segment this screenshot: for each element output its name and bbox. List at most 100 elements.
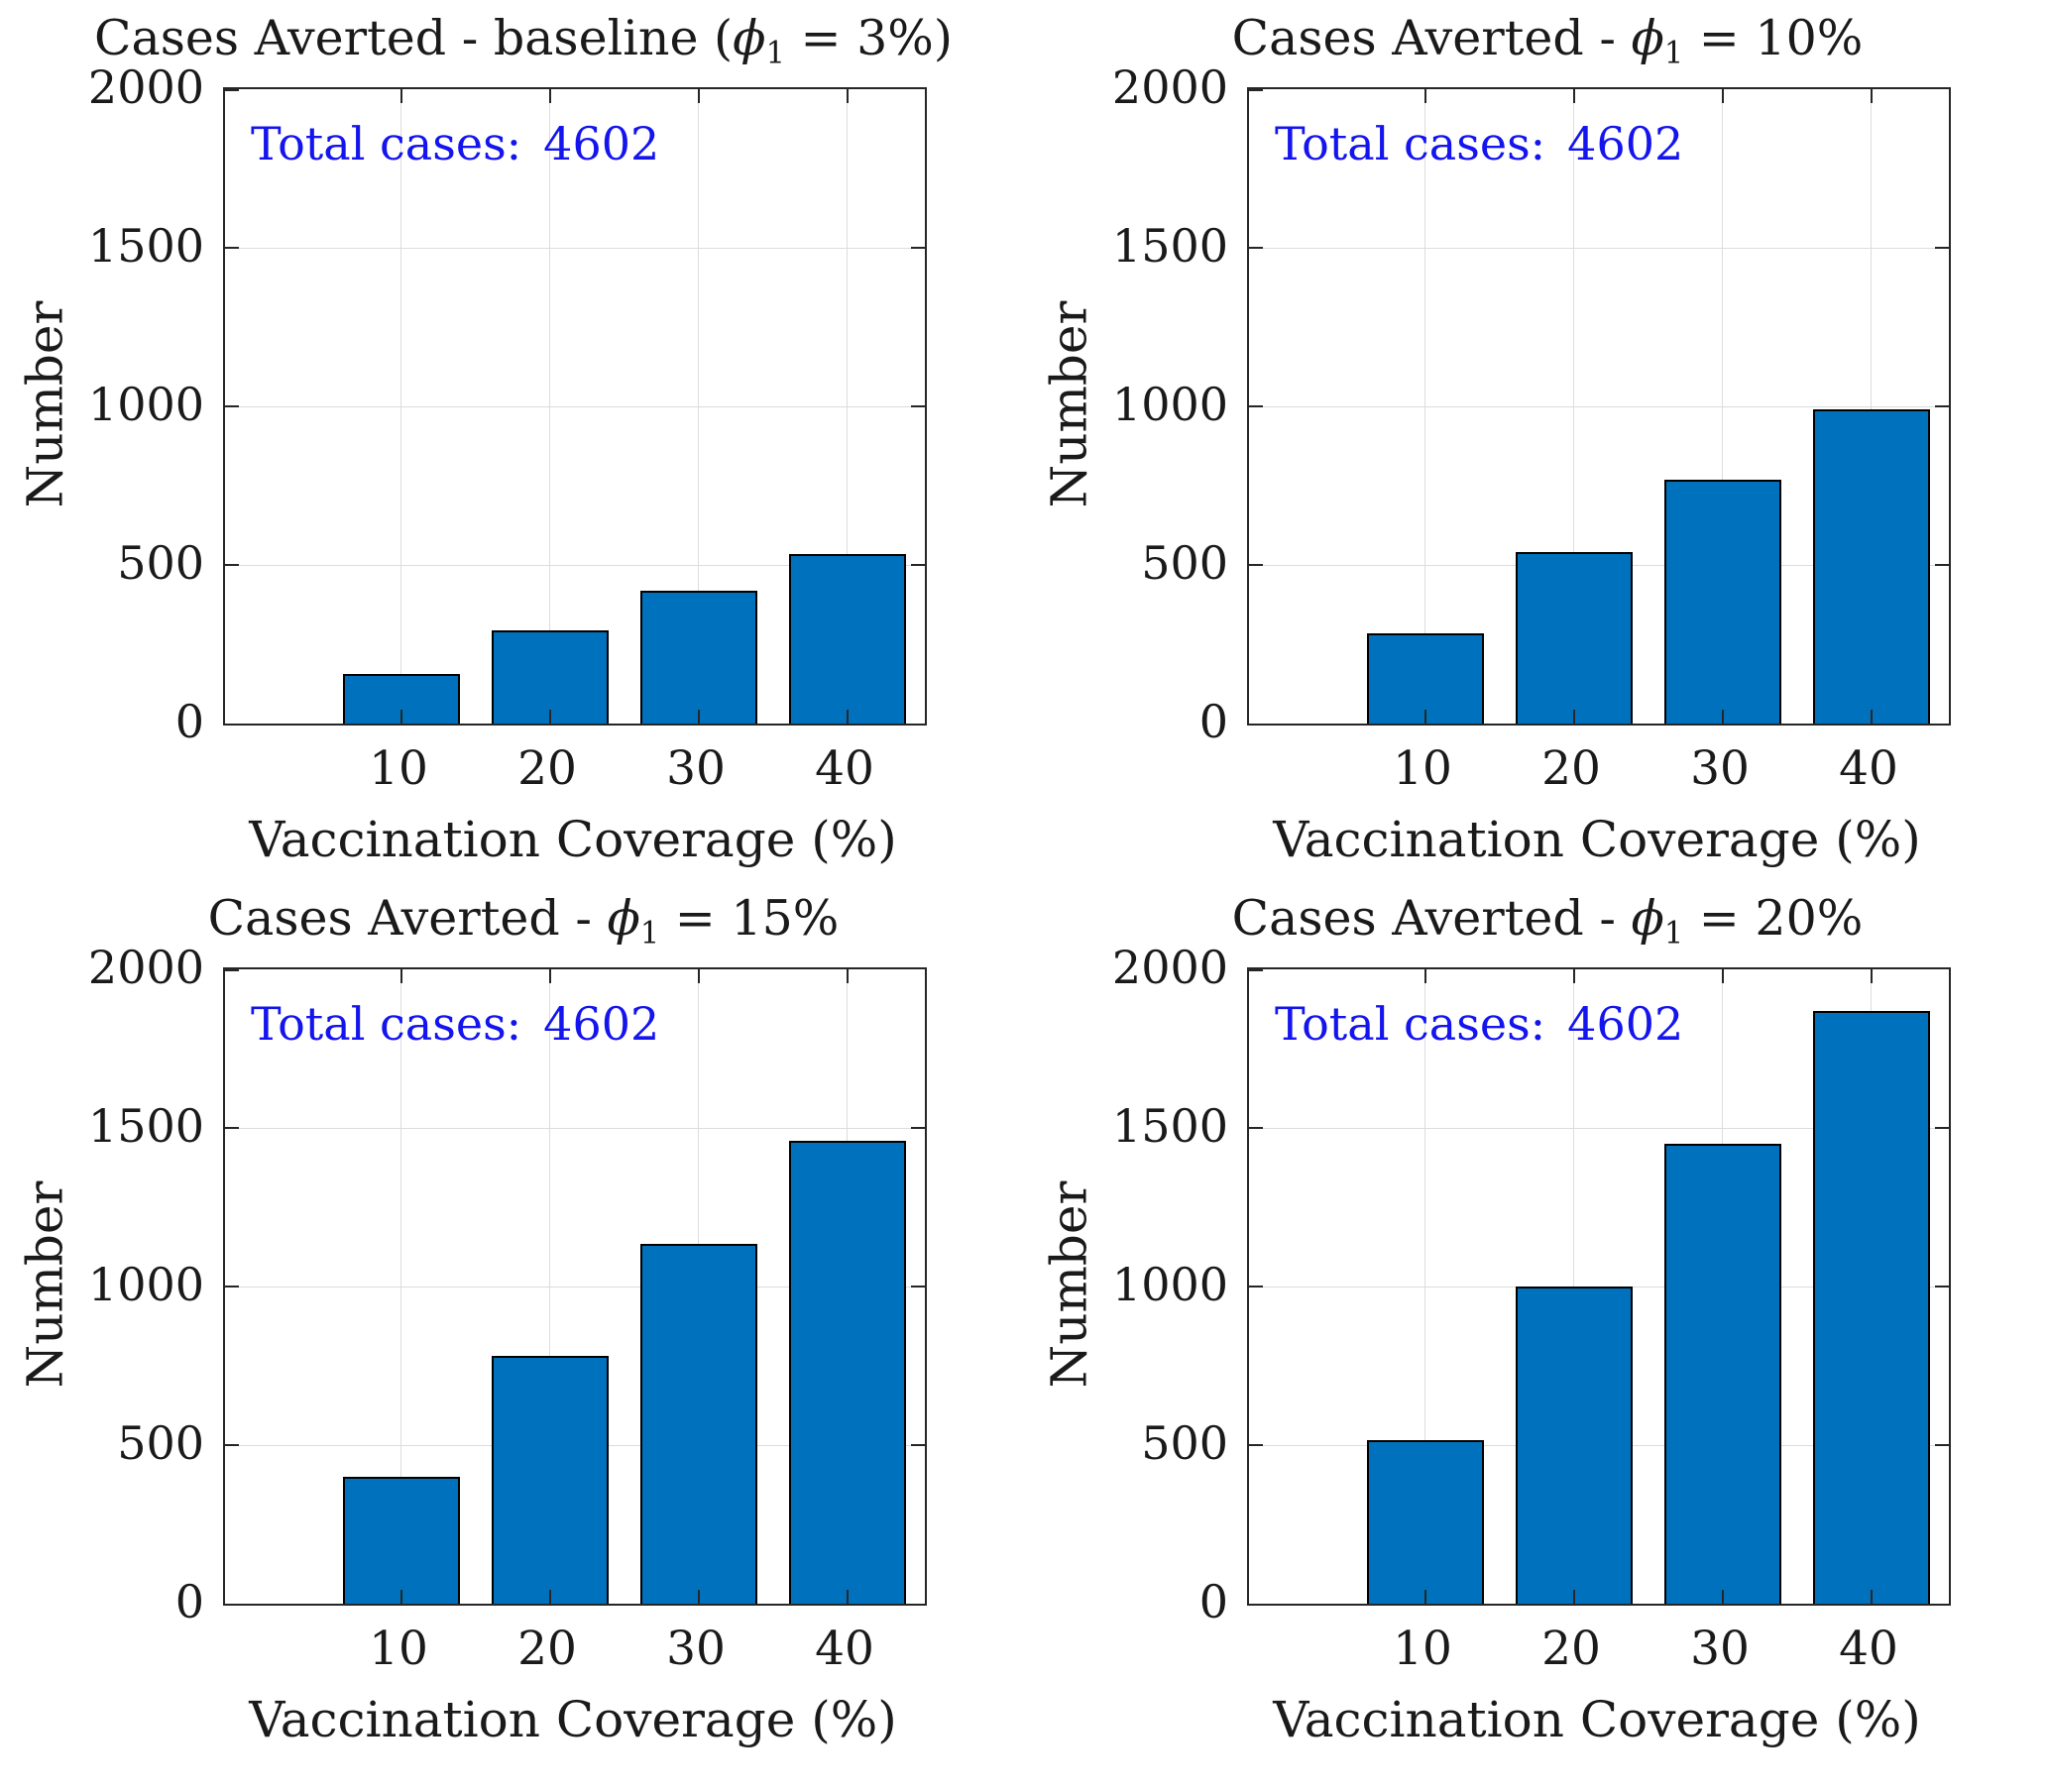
phi-symbol: ϕ [733, 10, 766, 66]
axis-tick [549, 710, 551, 724]
axis-tick [1249, 969, 1263, 971]
phi-symbol: ϕ [1631, 10, 1664, 66]
x-tick-label: 20 [517, 741, 577, 796]
axis-tick [1722, 1590, 1724, 1604]
x-axis-label: Vaccination Coverage (%) [1273, 1691, 1921, 1748]
gridline-v [698, 89, 699, 724]
axis-tick [1935, 564, 1949, 566]
bar-coverage-20 [492, 1356, 609, 1604]
plot-area: Total cases: 4602 [223, 87, 927, 726]
axis-tick [1871, 1590, 1873, 1604]
axis-tick [1249, 1127, 1263, 1129]
axis-tick [847, 710, 849, 724]
gridline-v [549, 969, 550, 1604]
gridline-v [1424, 969, 1425, 1604]
bar-coverage-30 [1664, 1144, 1781, 1604]
bar-coverage-40 [1813, 1010, 1930, 1604]
x-tick-label: 10 [1393, 1622, 1452, 1676]
x-tick-label: 40 [815, 741, 874, 796]
y-tick-label: 500 [1141, 1416, 1228, 1470]
axis-tick [549, 969, 551, 983]
bar-coverage-10 [1367, 1440, 1484, 1604]
axis-tick [225, 247, 239, 249]
phi-subscript: 1 [639, 916, 660, 952]
axis-tick [1249, 564, 1263, 566]
plot-area: Total cases: 4602 [1247, 967, 1951, 1606]
x-tick-label: 40 [1839, 741, 1898, 796]
axis-tick [1573, 710, 1575, 724]
axis-tick [1573, 1590, 1575, 1604]
panel-baseline-3pct: Cases Averted - baseline (ϕ1 = 3%) Numbe… [0, 0, 1023, 892]
bar-coverage-20 [1516, 552, 1633, 724]
axis-tick [400, 710, 402, 724]
annotation-label: Total cases: [1275, 997, 1546, 1051]
axis-tick [225, 1286, 239, 1288]
axis-tick [1722, 89, 1724, 103]
axis-tick [225, 1127, 239, 1129]
axis-tick [1935, 1286, 1949, 1288]
axis-tick [400, 89, 402, 103]
x-tick-label: 10 [369, 1622, 428, 1676]
axis-tick [1424, 89, 1426, 103]
axis-tick [847, 89, 849, 103]
annotation-value: 4602 [1567, 997, 1684, 1051]
chart-title: Cases Averted - ϕ1 = 20% [1086, 886, 2008, 955]
y-tick-label: 1500 [1111, 1099, 1228, 1153]
y-tick-label: 1500 [87, 1099, 204, 1153]
axis-tick [225, 969, 239, 971]
axis-tick [225, 564, 239, 566]
y-tick-label: 2000 [87, 60, 204, 114]
axis-tick [225, 1444, 239, 1446]
phi-subscript: 1 [1663, 916, 1684, 952]
axis-tick [698, 710, 700, 724]
panel-phi-20pct: Cases Averted - ϕ1 = 20% Number 2000 150… [1024, 880, 2047, 1772]
x-axis-label: Vaccination Coverage (%) [249, 1691, 897, 1748]
gridline-v [1424, 89, 1425, 724]
axis-tick [911, 1444, 925, 1446]
gridline-h [1249, 248, 1949, 249]
chart-title: Cases Averted - baseline (ϕ1 = 3%) [62, 6, 984, 75]
axis-tick [1935, 1127, 1949, 1129]
axis-tick [1871, 710, 1873, 724]
annotation-total-cases: Total cases: 4602 [251, 117, 659, 170]
y-tick-label: 2000 [1111, 941, 1228, 994]
axis-tick [847, 1590, 849, 1604]
axis-tick [911, 564, 925, 566]
annotation-value: 4602 [543, 997, 660, 1051]
plot-area: Total cases: 4602 [223, 967, 927, 1606]
axis-tick [225, 89, 239, 91]
bar-coverage-20 [492, 629, 609, 724]
gridline-v [847, 89, 848, 724]
axis-tick [1573, 969, 1575, 983]
axis-tick [698, 1590, 700, 1604]
axis-tick [1249, 1444, 1263, 1446]
y-tick-label: 2000 [87, 941, 204, 994]
y-tick-label: 1500 [1111, 219, 1228, 273]
y-tick-label: 0 [1198, 1575, 1228, 1628]
gridline-h [225, 1287, 925, 1288]
x-tick-label: 30 [1690, 1622, 1750, 1676]
y-tick-label: 0 [174, 695, 204, 748]
axis-tick [1722, 969, 1724, 983]
gridline-v [1573, 89, 1574, 724]
chart-title: Cases Averted - ϕ1 = 15% [62, 886, 984, 955]
x-axis-label: Vaccination Coverage (%) [249, 811, 897, 868]
axis-tick [1935, 1444, 1949, 1446]
axis-tick [225, 405, 239, 407]
x-tick-label: 10 [369, 741, 428, 796]
annotation-total-cases: Total cases: 4602 [1275, 997, 1683, 1051]
axis-tick [911, 1286, 925, 1288]
bar-coverage-20 [1516, 1287, 1633, 1604]
bar-coverage-40 [1813, 409, 1930, 724]
axis-tick [698, 89, 700, 103]
x-tick-label: 40 [1839, 1622, 1898, 1676]
phi-symbol: ϕ [607, 890, 640, 947]
axis-tick [911, 247, 925, 249]
title-text: Cases Averted - baseline ( [94, 10, 734, 66]
gridline-v [549, 89, 550, 724]
axis-tick [549, 1590, 551, 1604]
annotation-label: Total cases: [251, 117, 522, 170]
axis-tick [847, 969, 849, 983]
y-tick-label: 1000 [1111, 1258, 1228, 1311]
